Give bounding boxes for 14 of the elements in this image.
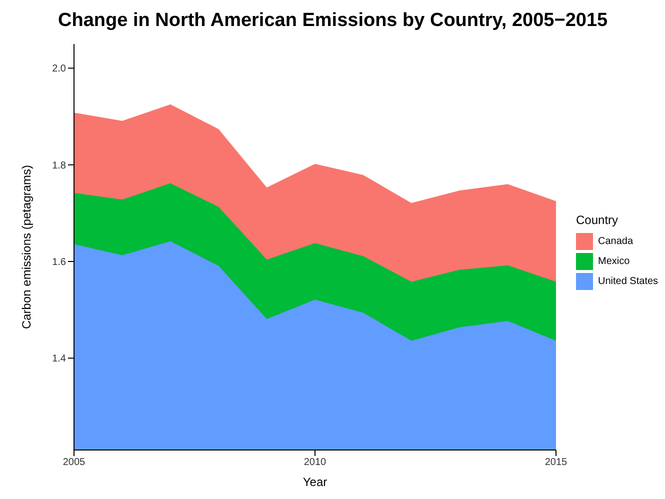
y-tick-label: 1.6 <box>52 257 66 268</box>
legend-title: Country <box>576 213 620 227</box>
x-tick-label: 2015 <box>544 457 568 468</box>
x-tick-label: 2010 <box>304 457 327 468</box>
x-tick-label: 2005 <box>62 457 86 468</box>
legend-label: Canada <box>598 236 634 247</box>
legend-label: United States <box>598 276 658 287</box>
chart-title: Change in North American Emissions by Country, 2005−2015 <box>58 10 608 32</box>
y-tick-label: 1.8 <box>52 160 66 172</box>
y-tick-label: 1.4 <box>52 354 66 365</box>
x-axis-title: Year <box>302 475 328 489</box>
y-tick-label: 2.0 <box>52 64 66 75</box>
y-axis-title: Carbon emissions (petagrams) <box>19 164 34 330</box>
legend-label: Mexico <box>598 256 630 267</box>
